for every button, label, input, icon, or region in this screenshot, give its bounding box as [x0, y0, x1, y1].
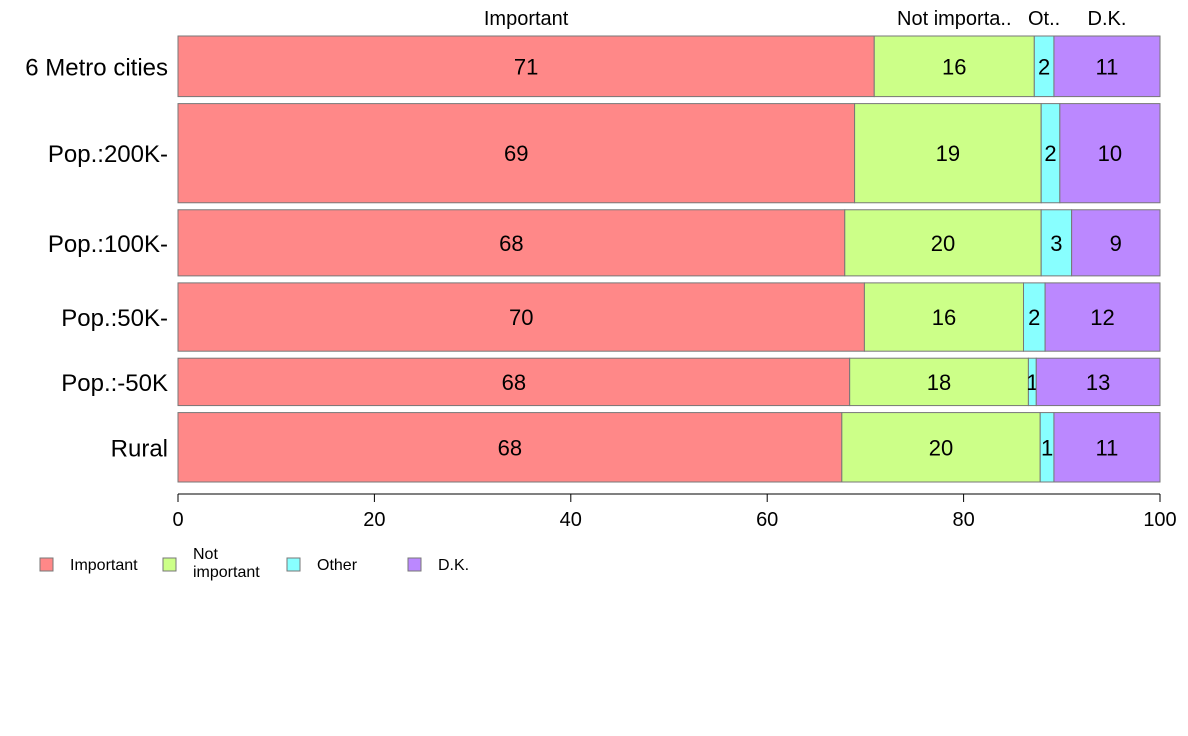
data-label-important-pop-50k: 70 [509, 305, 533, 330]
data-label-other-6-metro-cities: 2 [1038, 54, 1050, 79]
series-header-labels: Important Not importa.. Ot.. D.K. [484, 8, 1127, 30]
data-label-not-important-pop-100k: 20 [931, 231, 955, 256]
legend-item-d-k: D.K. [407, 557, 469, 574]
bar-d-k-pop-100k [1071, 209, 1161, 277]
legend-label-important: Important [70, 557, 138, 574]
bar-d-k-pop-200k [1059, 103, 1161, 204]
data-label-important-rural: 68 [498, 435, 522, 460]
x-axis: 0 20 40 60 80 100 [172, 493, 1177, 531]
bar-row-rural: 68 20 1 11 [177, 412, 1161, 483]
bar-row-pop-50k: 68 18 1 13 [177, 357, 1161, 407]
data-label-d-k-rural: 11 [1096, 435, 1119, 460]
data-label-not-important-pop-200k: 19 [936, 141, 960, 166]
data-label-other-pop-100k: 3 [1050, 231, 1062, 256]
bar-not-important-pop-200k [854, 103, 1042, 204]
series-header-other: Ot.. [1028, 8, 1060, 30]
series-header-not-important: Not importa.. [897, 8, 1011, 30]
data-label-d-k-6-metro-cities: 11 [1096, 54, 1119, 79]
data-label-not-important-pop-50k: 16 [932, 305, 956, 330]
bar-important-6-metro-cities [177, 35, 875, 98]
x-tick-label-80: 80 [952, 509, 974, 531]
bar-important-pop-50k [177, 282, 865, 352]
category-label-pop-100k: Pop.:100K- [48, 231, 168, 258]
data-label-important-pop-100k: 68 [499, 231, 523, 256]
bar-row-pop-200k: 69 19 2 10 [177, 103, 1161, 204]
bar-d-k-pop-50k [1044, 282, 1161, 352]
data-label-important-pop-200k: 69 [504, 141, 528, 166]
bar-not-important-pop-50k [849, 357, 1029, 407]
bar-not-important-rural [841, 412, 1041, 483]
category-label-pop-200k: Pop.:200K- [48, 141, 168, 168]
data-label-d-k-pop-100k: 9 [1110, 231, 1122, 256]
legend-item-not-important: Not important [162, 546, 260, 581]
data-label-not-important-rural: 20 [929, 435, 953, 460]
bar-important-rural [177, 412, 843, 483]
x-tick-label-100: 100 [1143, 509, 1176, 531]
bar-row-6-metro-cities: 71 16 2 11 [177, 35, 1161, 98]
legend-swatch-d-k [407, 557, 422, 572]
x-tick-label-60: 60 [756, 509, 778, 531]
category-label-pop-50k: Pop.:50K- [61, 305, 168, 332]
data-label-not-important-pop-50k: 18 [927, 370, 951, 395]
data-label-d-k-pop-50k: 12 [1090, 305, 1114, 330]
legend-item-important: Important [39, 557, 138, 574]
data-label-d-k-pop-200k: 10 [1098, 141, 1122, 166]
legend-item-other: Other [286, 557, 358, 574]
data-label-important-6-metro-cities: 71 [514, 54, 538, 79]
data-label-other-pop-50k: 1 [1026, 370, 1038, 395]
legend: Important Not important Other D.K. [39, 546, 469, 581]
category-label-rural: Rural [111, 435, 168, 462]
legend-label-other: Other [317, 557, 358, 574]
bar-d-k-rural [1053, 412, 1161, 483]
legend-label-d-k: D.K. [438, 557, 469, 574]
bar-important-pop-50k [177, 357, 851, 407]
x-tick-label-20: 20 [363, 509, 385, 531]
bar-d-k-pop-50k [1035, 357, 1161, 407]
bar-important-pop-100k [177, 209, 846, 277]
bar-not-important-pop-50k [863, 282, 1025, 352]
series-header-important: Important [484, 8, 569, 30]
x-tick-label-0: 0 [172, 509, 183, 531]
legend-swatch-important [39, 557, 54, 572]
category-labels: 6 Metro cities Pop.:200K- Pop.:100K- Pop.:5… [25, 54, 168, 462]
category-label-6-metro-cities: 6 Metro cities [25, 54, 168, 81]
data-label-d-k-pop-50k: 13 [1086, 370, 1110, 395]
bar-important-pop-200k [177, 103, 856, 204]
legend-swatch-other [286, 557, 301, 572]
x-tick-label-40: 40 [560, 509, 582, 531]
bar-other-pop-100k [1040, 209, 1073, 277]
legend-swatch-not-important [162, 557, 177, 572]
bar-row-pop-50k: 70 16 2 12 [177, 282, 1161, 352]
data-label-other-pop-200k: 2 [1044, 141, 1056, 166]
bar-not-important-6-metro-cities [873, 35, 1035, 98]
data-label-important-pop-50k: 68 [502, 370, 526, 395]
bar-d-k-6-metro-cities [1053, 35, 1161, 98]
data-label-other-rural: 1 [1041, 435, 1053, 460]
data-label-not-important-6-metro-cities: 16 [942, 54, 966, 79]
legend-label-not-important: Not important [193, 546, 260, 581]
bar-not-important-pop-100k [844, 209, 1042, 277]
category-label-pop-50k: Pop.:-50K [61, 370, 168, 397]
series-header-d-k: D.K. [1088, 8, 1127, 30]
bar-row-pop-100k: 68 20 3 9 [177, 209, 1161, 277]
data-label-other-pop-50k: 2 [1028, 305, 1040, 330]
